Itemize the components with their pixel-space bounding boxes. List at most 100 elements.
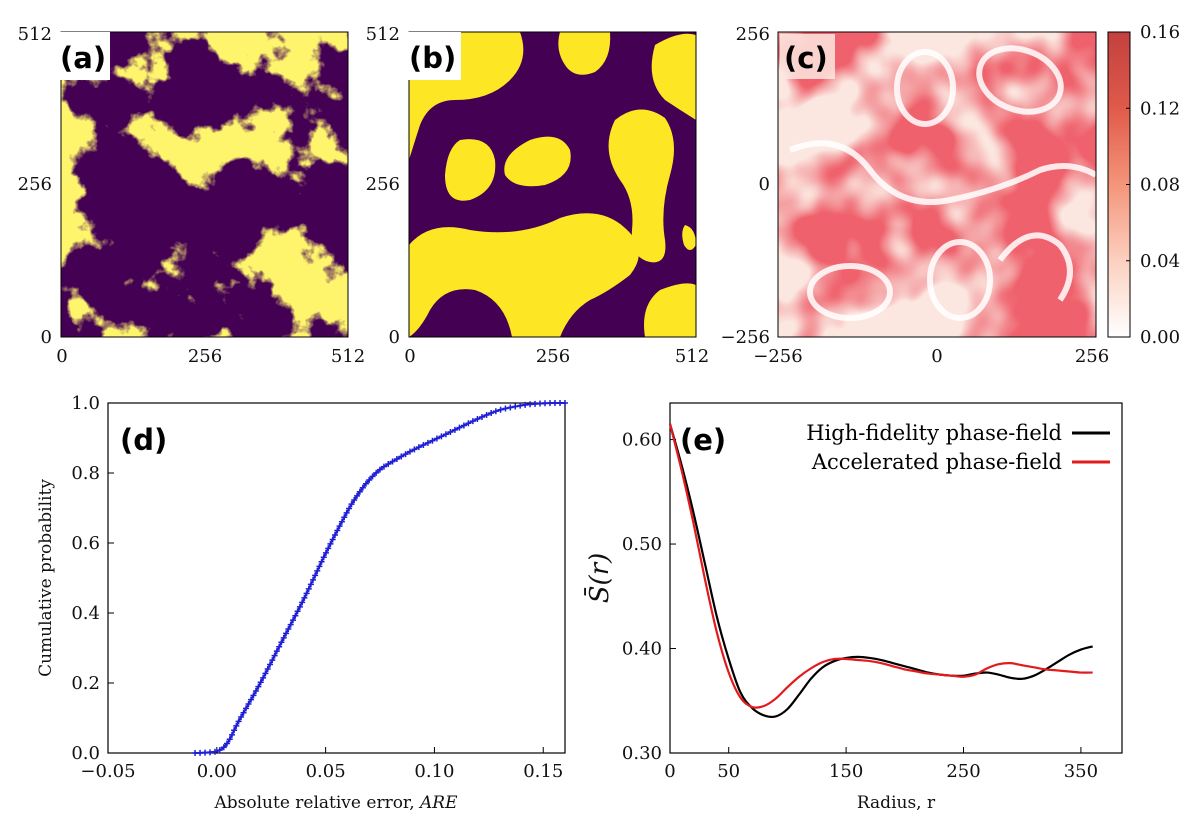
panel-b-ytick-1: 256 xyxy=(366,174,400,195)
panel-d-data-point xyxy=(389,461,393,464)
panel-d-series-marker xyxy=(398,453,405,460)
panel-c-contours xyxy=(788,45,1096,321)
panel-d-series-marker xyxy=(240,709,247,716)
panel-d-xlabel: Absolute relative error, ARE xyxy=(213,793,458,813)
panel-d-series-marker xyxy=(292,612,299,619)
panel-e: 0 50 150 250 350 0.30 0.40 0.50 0.60 (e) High-fi… xyxy=(583,402,1123,813)
panel-d-data-point xyxy=(215,750,219,753)
panel-d-series-marker xyxy=(260,674,267,681)
colorbar-tick-label: 0.04 xyxy=(1140,251,1180,272)
panel-c-xtick-1: 0 xyxy=(931,346,942,367)
panel-a-ytick-0: 0 xyxy=(41,327,52,348)
panel-d-series-marker xyxy=(316,563,323,570)
panel-b-domain-3 xyxy=(445,139,496,201)
panel-b-domain-4 xyxy=(504,136,571,187)
panel-d-series-marker xyxy=(310,576,317,583)
panel-d-data-point xyxy=(324,552,327,555)
panel-d-data-point xyxy=(552,401,556,405)
panel-d-series-marker xyxy=(250,692,257,699)
panel-d-series-marker xyxy=(303,590,310,597)
panel-e-ticks: 0 50 150 250 350 0.30 0.40 0.50 0.60 xyxy=(622,430,1098,782)
panel-b-domain-6 xyxy=(651,33,696,120)
panel-e-ylabel: S̄(r) xyxy=(583,553,615,604)
panel-d-data-point xyxy=(476,417,480,420)
colorbar-tick-label: 0.08 xyxy=(1140,175,1180,196)
panel-d-series-marker xyxy=(483,411,490,418)
panel-a-label-box xyxy=(58,32,110,80)
panel-d-data-point xyxy=(367,478,371,482)
panel-d-series-marker xyxy=(312,572,319,579)
panel-d-data-point xyxy=(193,751,197,755)
panel-a-xtick-2: 512 xyxy=(331,346,365,367)
panel-d-series-marker xyxy=(512,403,519,410)
panel-b-xtick-0: 0 xyxy=(404,346,415,367)
panel-c-ring-6 xyxy=(997,232,1073,302)
panel-e-ytick-label: 0.40 xyxy=(622,639,662,660)
panel-d-series-marker xyxy=(362,480,369,487)
panel-d-data-point xyxy=(411,449,414,452)
panel-e-series-line-accelerated-phase-field xyxy=(668,423,1093,709)
panel-d-data-point xyxy=(454,428,458,431)
panel-d-series-marker xyxy=(456,424,463,431)
panel-b-xtick-2: 512 xyxy=(675,346,709,367)
panel-b-ytick-0: 0 xyxy=(389,327,400,348)
panel-d-series-marker xyxy=(336,523,343,530)
panel-d-series-marker xyxy=(373,469,380,476)
panel-d-series-marker xyxy=(380,463,387,470)
panel-d-xtick-label: −0.05 xyxy=(80,761,135,782)
panel-d-data-point xyxy=(357,492,360,496)
panel-d-ticks: −0.05 0.00 0.05 0.10 0.15 0.0 0.2 0.4 0.6 0.8 1.0 xyxy=(71,393,563,782)
panel-c-xtick-2: 256 xyxy=(1075,346,1109,367)
panel-d-series-marker xyxy=(243,705,250,712)
panel-d-series-marker xyxy=(314,567,321,574)
colorbar-tick-label: 0.12 xyxy=(1140,98,1180,119)
panel-b-frame xyxy=(408,31,697,338)
panel-d-data-point xyxy=(302,597,306,601)
panel-d-series-marker xyxy=(460,422,467,429)
panel-d-series-marker xyxy=(273,648,280,655)
panel-d-xtick-label: 0.10 xyxy=(414,761,454,782)
panel-d-series-marker xyxy=(385,461,392,468)
panel-d-series-marker xyxy=(393,456,400,463)
panel-d-series xyxy=(192,399,568,756)
panel-d-series-marker xyxy=(228,731,235,738)
panel-d-data-point xyxy=(259,681,262,685)
panel-d-data-point xyxy=(237,720,240,723)
panel-d-xtick-label: 0.00 xyxy=(197,761,237,782)
panel-c-ytick-0: −256 xyxy=(721,327,770,348)
panel-e-series-line-high-fidelity-phase-field xyxy=(668,423,1093,719)
panel-e-frame xyxy=(669,402,1123,754)
panel-d-series-marker xyxy=(406,448,413,455)
panel-d-series-marker xyxy=(271,652,278,659)
panel-d-series-marker xyxy=(320,554,327,561)
colorbar-tick-label: 0.16 xyxy=(1140,22,1180,43)
panel-d-data-point xyxy=(378,468,382,471)
panel-c-ring-2 xyxy=(976,45,1064,115)
panel-b-yellow-phase xyxy=(409,32,696,337)
panel-d-xlabel-var: ARE xyxy=(418,793,458,813)
panel-c-ytick-1: 0 xyxy=(759,174,770,195)
panel-d-series-marker xyxy=(233,722,240,729)
panel-e-legend: High-fidelity phase-field Accelerated ph… xyxy=(806,421,1110,474)
panel-d-series-marker xyxy=(305,585,312,592)
legend-label-high-fidelity: High-fidelity phase-field xyxy=(806,421,1062,445)
panel-b-ytick-2: 512 xyxy=(366,24,400,45)
panel-d-series-marker xyxy=(296,603,303,610)
panel-c-frame xyxy=(777,31,1097,338)
panel-d-ytick-label: 0.4 xyxy=(71,603,100,624)
panel-e-xtick-label: 50 xyxy=(717,761,740,782)
panel-d-series-marker xyxy=(247,696,254,703)
panel-d-ytick-label: 0.0 xyxy=(71,743,100,764)
panel-d-series-marker xyxy=(356,488,363,495)
panel-d-series-marker xyxy=(420,441,427,448)
panel-d-series-marker xyxy=(269,657,276,664)
panel-a-ytick-2: 512 xyxy=(18,24,52,45)
panel-c: (c) 256 0 −256 −256 0 256 0.000.040.080.… xyxy=(721,22,1181,367)
panel-d-series-marker xyxy=(327,540,334,547)
panel-d-series-marker xyxy=(433,435,440,442)
panel-d-series-marker xyxy=(283,630,290,637)
panel-d-series-marker xyxy=(351,496,358,503)
panel-d-ytick-label: 0.6 xyxy=(71,533,100,554)
panel-d-series-marker xyxy=(346,505,353,512)
